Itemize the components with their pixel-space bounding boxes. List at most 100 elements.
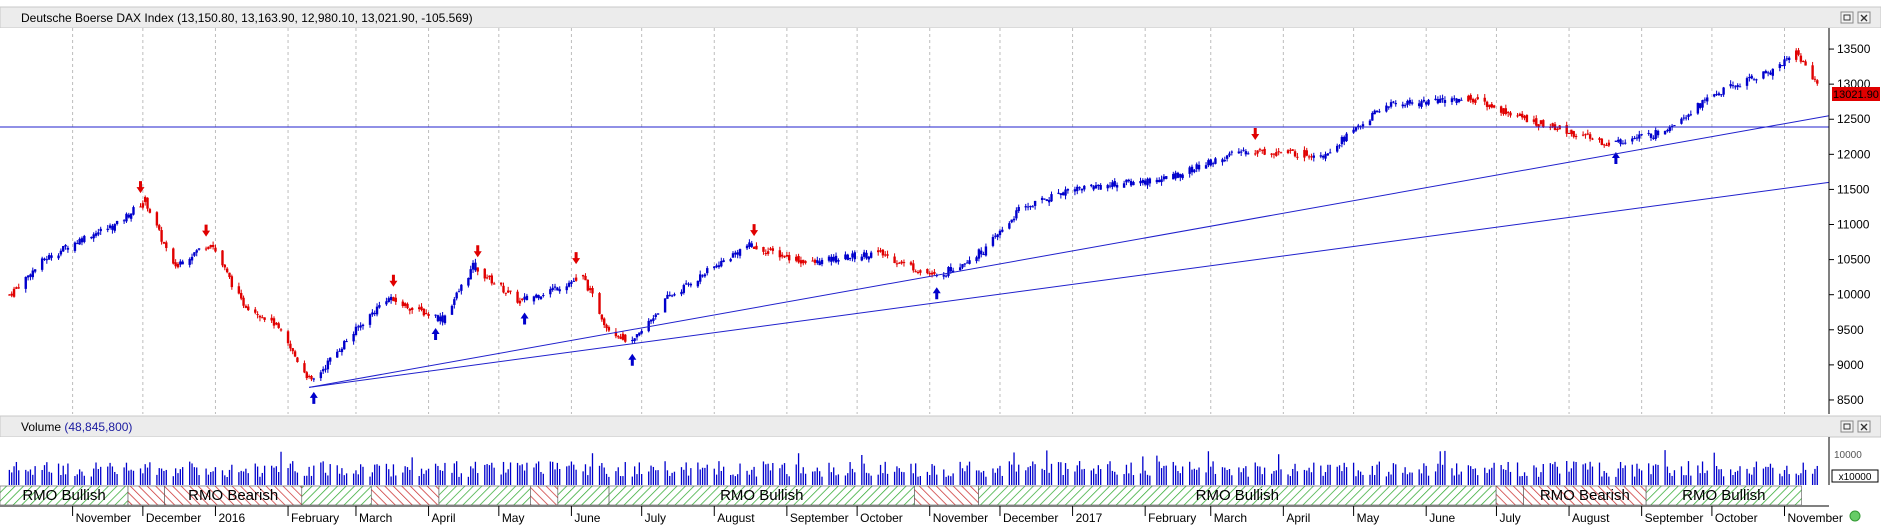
candle-body [195,250,198,253]
candle-body [1097,184,1100,187]
candle-body [352,333,355,342]
candle-body [1401,104,1404,107]
candle-body [734,252,737,255]
candle-body [92,234,95,239]
trendline-lower [309,181,1830,388]
buy-arrow-icon [520,312,529,325]
candle-body [1434,98,1437,101]
y-tick-label: 10500 [1837,253,1871,267]
rmo-segment [301,485,372,506]
candle-body [1174,172,1177,179]
candle-body [1378,111,1381,113]
candle-body [1516,115,1519,117]
candle-body [797,255,800,263]
candle-body [455,292,458,299]
candle-body [181,261,184,265]
candle-body [15,287,18,289]
candle-body [1228,153,1231,156]
candle-body [469,269,472,280]
candle-body [1108,185,1112,187]
candle-body [862,252,866,257]
candle-body [256,314,259,316]
candle-body [1261,149,1264,151]
candle-body [603,318,606,326]
candle-body [277,323,280,328]
candle-body [722,260,725,262]
candle-body [1738,86,1742,88]
volume-maximize-icon[interactable] [1840,420,1854,433]
buy-arrow-icon [628,353,637,366]
candle-body [689,283,693,286]
candle-body [1179,174,1182,178]
candle-body [1090,184,1093,187]
sell-arrow-icon [750,224,759,237]
candle-body [912,263,915,271]
candle-body [106,228,109,231]
candle-body [176,263,180,268]
month-label: 2017 [1076,511,1103,525]
candle-body [427,313,430,316]
candle-body [1485,101,1489,107]
candle-body [581,275,585,277]
candle-body [584,275,587,281]
candle-body [488,275,491,278]
candle-body [485,277,489,279]
candle-body [1684,117,1688,119]
candle-body [1073,189,1077,192]
candle-body [108,225,112,228]
candle-body [165,242,168,248]
candle-body [1670,125,1674,127]
volume-panel-header [0,415,1881,438]
candle-body [1532,119,1536,122]
candle-body [647,320,650,332]
candle-body [401,301,405,306]
candle-body [1172,173,1175,180]
candle-body [125,213,128,222]
candle-body [1207,160,1210,166]
candle-body [1064,189,1067,196]
candle-body [59,250,63,255]
candle-body [1687,114,1690,117]
candle-body [914,271,917,273]
price-maximize-icon[interactable] [1840,11,1854,24]
month-label: July [645,511,666,525]
candle-body [1619,139,1622,145]
candle-body [1113,181,1116,187]
candle-body [588,288,592,291]
candle-body [1343,136,1346,142]
candle-body [570,281,573,284]
buy-arrow-icon [309,391,318,404]
candle-body [261,317,264,319]
candle-body [1813,78,1817,80]
candle-body [1469,95,1472,100]
candle-body [392,297,395,302]
candle-body [1567,132,1571,134]
candle-body [1673,125,1676,127]
candle-body [1441,98,1444,100]
candle-body [879,250,882,252]
candle-body [1556,128,1559,130]
candle-body [211,244,215,247]
candle-body [1408,100,1412,104]
candle-body [572,280,575,282]
candle-body [902,262,906,264]
month-label: August [1572,511,1610,525]
month-label: May [502,511,525,525]
month-label: February [1148,511,1196,525]
candle-body [385,301,388,305]
candle-body [1148,178,1152,184]
candle-body [1488,104,1491,108]
candle-body [1722,87,1725,95]
candle-body [1373,110,1376,115]
candle-body [717,265,721,268]
candle-body [254,309,257,313]
candle-body [1453,98,1456,100]
volume-y-tick: 10000 [1834,450,1862,461]
price-close-icon[interactable] [1857,11,1871,24]
volume-close-icon[interactable] [1857,420,1871,433]
candle-body [799,260,803,264]
candle-body [1565,125,1568,134]
candle-body [666,294,669,299]
candle-body [1387,106,1390,108]
month-label: August [717,511,755,525]
